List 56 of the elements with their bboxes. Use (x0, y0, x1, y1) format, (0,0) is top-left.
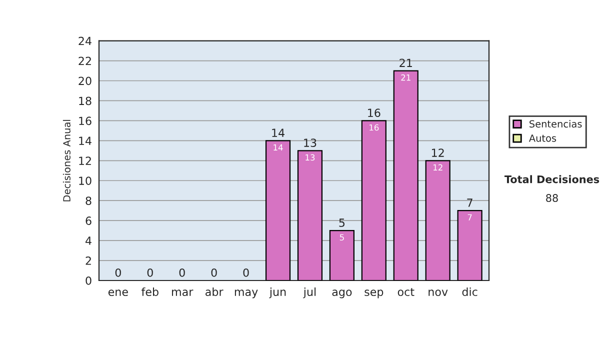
legend-label: Autos (528, 134, 556, 142)
bar (265, 140, 291, 280)
bar (297, 150, 323, 280)
x-tick-label: ago (332, 290, 352, 298)
text: Total Decisiones (504, 175, 600, 184)
y-tick-label: 14 (79, 136, 92, 145)
x-tick-label: nov (428, 290, 448, 296)
y-tick-label: 18 (79, 96, 92, 106)
total-label: 5 (339, 218, 345, 227)
y-axis-title: Decisiones Anual (62, 120, 70, 202)
y-tick-label: 12 (79, 156, 91, 165)
data-label: 5 (340, 234, 344, 241)
y-tick-label: 20 (78, 76, 92, 86)
data-label: 16 (370, 124, 379, 131)
total-label: 0 (115, 268, 121, 277)
bar (457, 210, 482, 280)
total-label: 12 (432, 148, 444, 157)
data-label: 13 (306, 154, 315, 161)
x-tick-label: feb (142, 287, 158, 296)
x-tick-label: oct (398, 288, 414, 296)
x-tick-label: dic (462, 287, 478, 296)
bar (425, 160, 450, 280)
total-label: 7 (467, 198, 472, 207)
y-tick-label: 6 (86, 216, 92, 225)
data-label: 21 (401, 74, 410, 81)
bar (393, 70, 418, 280)
total-label: 0 (147, 268, 153, 277)
y-tick-label: 22 (78, 56, 91, 65)
y-tick-label: 4 (86, 236, 92, 245)
x-tick-label: jun (269, 287, 286, 298)
total-label: 0 (179, 268, 185, 277)
x-tick-label: may (234, 290, 258, 298)
data-label: 14 (274, 144, 283, 151)
total-label: 21 (400, 58, 412, 67)
y-tick-label: 16 (79, 116, 92, 126)
total-label: 0 (243, 268, 249, 277)
total-label: 14 (272, 128, 284, 137)
bar (361, 120, 386, 280)
x-tick-label: abr (206, 287, 224, 296)
x-tick-label: mar (172, 290, 194, 296)
total-label: 13 (304, 138, 316, 148)
y-tick-label: 10 (79, 176, 92, 186)
total-label: 16 (368, 108, 380, 118)
x-tick-label: sep (364, 290, 384, 298)
data-label: 12 (433, 164, 442, 170)
y-tick-label: 24 (78, 36, 92, 46)
x-tick-label: ene (108, 290, 128, 296)
y-tick-label: 8 (86, 196, 92, 205)
text: 88 (546, 194, 558, 202)
bar (329, 230, 354, 280)
total-label: 0 (211, 268, 217, 277)
y-tick-label: 2 (86, 256, 91, 265)
x-tick-label: jul (303, 287, 316, 298)
y-tick-label: 0 (86, 276, 92, 285)
legend-label: Sentencias (530, 120, 582, 128)
data-label: 7 (468, 214, 472, 220)
